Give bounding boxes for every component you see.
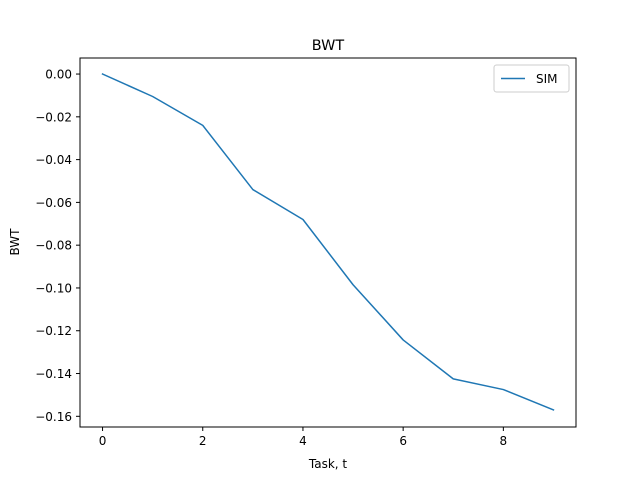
y-tick-label: −0.04 xyxy=(35,153,72,167)
legend-box xyxy=(493,64,570,93)
x-tick-label: 6 xyxy=(399,434,407,448)
y-tick-label: 0.00 xyxy=(45,68,72,82)
x-tick-label: 8 xyxy=(500,434,508,448)
plot-area xyxy=(101,73,555,411)
chart-title: BWT xyxy=(312,38,345,54)
y-tick-label: −0.10 xyxy=(35,281,72,295)
y-tick-label: −0.14 xyxy=(35,367,72,381)
legend: SIM xyxy=(493,64,570,93)
x-tick-label: 0 xyxy=(99,434,107,448)
x-axis-label: Task, t xyxy=(308,457,348,471)
y-tick-label: −0.02 xyxy=(35,110,72,124)
y-tick-label: −0.12 xyxy=(35,324,72,338)
x-tick-label: 2 xyxy=(199,434,207,448)
y-tick-label: −0.06 xyxy=(35,196,72,210)
y-tick-label: −0.16 xyxy=(35,410,72,424)
y-axis: 0.00 −0.02 −0.04 −0.06 −0.08 −0.10 −0.12 −0.14 −… xyxy=(35,68,80,424)
x-axis: 0 2 4 6 8 xyxy=(99,427,507,448)
axes-frame xyxy=(79,57,577,428)
legend-label: SIM xyxy=(536,72,558,86)
y-axis-label: BWT xyxy=(8,228,22,256)
x-tick-label: 4 xyxy=(299,434,307,448)
series-line-sim xyxy=(101,73,555,411)
y-tick-label: −0.08 xyxy=(35,239,72,253)
